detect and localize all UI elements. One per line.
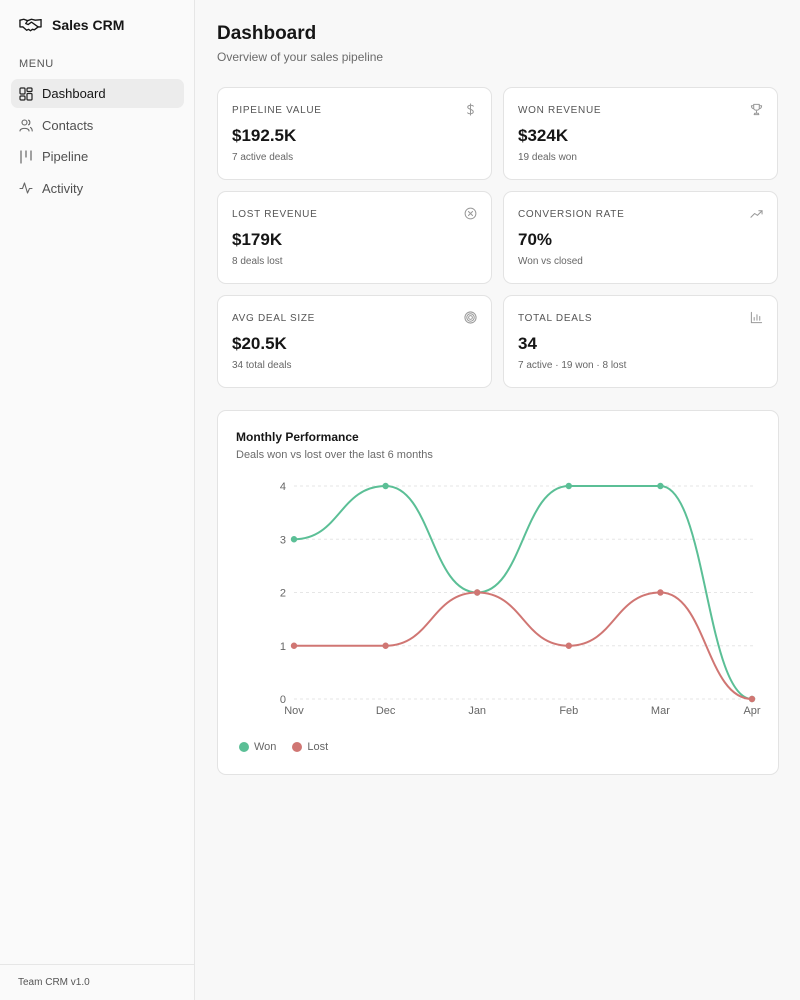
stat-card-avg-deal-size: AVG DEAL SIZE $20.5K 34 total deals <box>217 295 492 388</box>
app-version: Team CRM v1.0 <box>0 964 194 988</box>
stat-subtext: 8 deals lost <box>232 256 283 267</box>
x-tick-label: Feb <box>559 705 578 717</box>
data-point-won <box>657 482 664 490</box>
data-point-lost <box>382 642 389 649</box>
stat-card-conversion-rate: CONVERSION RATE 70% Won vs closed <box>503 191 778 284</box>
stat-subtext: 19 deals won <box>518 152 577 163</box>
monthly-performance-card: 0 1 2 3 4 Nov Dec Jan Feb Mar Apr Monthly Performa… <box>217 410 779 775</box>
x-tick-label: Apr <box>743 705 760 717</box>
app-name: Sales CRM <box>52 17 125 33</box>
data-point-lost <box>474 589 481 596</box>
data-point-won <box>382 482 389 490</box>
y-tick-label: 4 <box>280 481 286 493</box>
stat-value: $179K <box>232 230 283 249</box>
stat-subtext: 34 total deals <box>232 360 292 371</box>
sidebar-item-dashboard[interactable]: Dashboard <box>11 79 184 108</box>
stat-label: WON REVENUE <box>518 105 602 116</box>
stat-label: CONVERSION RATE <box>518 209 625 220</box>
stat-label: LOST REVENUE <box>232 209 318 220</box>
stat-subtext: 7 active · 19 won · 8 lost <box>518 360 627 371</box>
target-icon <box>464 311 477 324</box>
menu-heading: MENU <box>19 58 54 70</box>
sidebar-item-label: Activity <box>42 180 84 196</box>
legend-label: Lost <box>307 741 329 753</box>
sidebar-item-label: Dashboard <box>42 86 106 101</box>
y-tick-label: 0 <box>280 694 286 706</box>
y-tick-label: 2 <box>280 588 286 600</box>
pipeline-icon <box>20 149 32 164</box>
legend-swatch <box>239 742 249 752</box>
stat-value: 34 <box>518 334 537 353</box>
sidebar-nav: Dashboard Contacts Pipeline Activity <box>11 79 184 205</box>
data-point-won <box>565 482 572 490</box>
sidebar-item-label: Contacts <box>42 117 94 133</box>
data-point-won <box>290 536 298 543</box>
data-point-lost <box>290 642 298 649</box>
page-subtitle: Overview of your sales pipeline <box>217 50 384 64</box>
dashboard-icon <box>19 86 33 101</box>
users-icon <box>19 119 33 132</box>
series-line-won <box>293 484 753 700</box>
stat-card-won-revenue: WON REVENUE $324K 19 deals won <box>503 87 778 180</box>
stat-value: $20.5K <box>232 334 287 353</box>
stat-label: TOTAL DEALS <box>518 313 593 324</box>
dollar-icon <box>467 103 474 116</box>
stat-subtext: Won vs closed <box>518 256 583 267</box>
sidebar-item-label: Pipeline <box>42 149 89 164</box>
stat-value: $192.5K <box>232 126 297 145</box>
data-point-lost <box>565 642 572 649</box>
y-tick-label: 1 <box>280 641 286 653</box>
stat-card-lost-revenue: LOST REVENUE $179K 8 deals lost <box>217 191 492 284</box>
legend-swatch <box>292 742 303 752</box>
trophy-icon <box>750 103 763 116</box>
chart-subtitle: Deals won vs lost over the last 6 months <box>236 449 433 461</box>
legend-item-won[interactable]: Won <box>239 741 276 753</box>
page-title: Dashboard <box>217 23 317 44</box>
stat-card-pipeline-value: PIPELINE VALUE $192.5K 7 active deals <box>217 87 492 180</box>
legend-item-lost[interactable]: Lost <box>292 741 328 753</box>
trending-up-icon <box>750 210 763 218</box>
x-tick-label: Dec <box>376 705 396 717</box>
sidebar-item-contacts[interactable]: Contacts <box>11 111 184 140</box>
stat-subtext: 7 active deals <box>232 152 294 163</box>
stat-label: PIPELINE VALUE <box>232 105 322 116</box>
stat-card-total-deals: TOTAL DEALS 34 7 active · 19 won · 8 los… <box>503 295 778 388</box>
data-point-lost <box>657 589 664 596</box>
stat-value: $324K <box>518 126 569 145</box>
data-point-lost <box>748 695 756 703</box>
sidebar-item-pipeline[interactable]: Pipeline <box>11 142 184 171</box>
x-tick-label: Jan <box>468 705 486 717</box>
x-tick-label: Nov <box>284 705 304 717</box>
x-circle-icon <box>464 207 477 220</box>
legend-label: Won <box>254 741 277 753</box>
x-tick-label: Mar <box>651 705 670 717</box>
activity-icon <box>19 182 33 194</box>
stat-value: 70% <box>518 230 553 249</box>
y-tick-label: 3 <box>280 534 286 546</box>
sidebar-item-activity[interactable]: Activity <box>11 174 184 203</box>
stat-label: AVG DEAL SIZE <box>232 313 316 324</box>
brand[interactable]: Sales CRM <box>19 14 124 36</box>
performance-line-chart: 0 1 2 3 4 Nov Dec Jan Feb Mar Apr <box>280 481 761 717</box>
bar-chart-icon <box>750 311 763 324</box>
sidebar: Sales CRM MENU Dashboard Contacts Pipeli… <box>0 0 195 1000</box>
chart-legend: Won Lost <box>239 741 328 753</box>
chart-title: Monthly Performance <box>236 430 359 444</box>
handshake-icon <box>19 18 42 32</box>
